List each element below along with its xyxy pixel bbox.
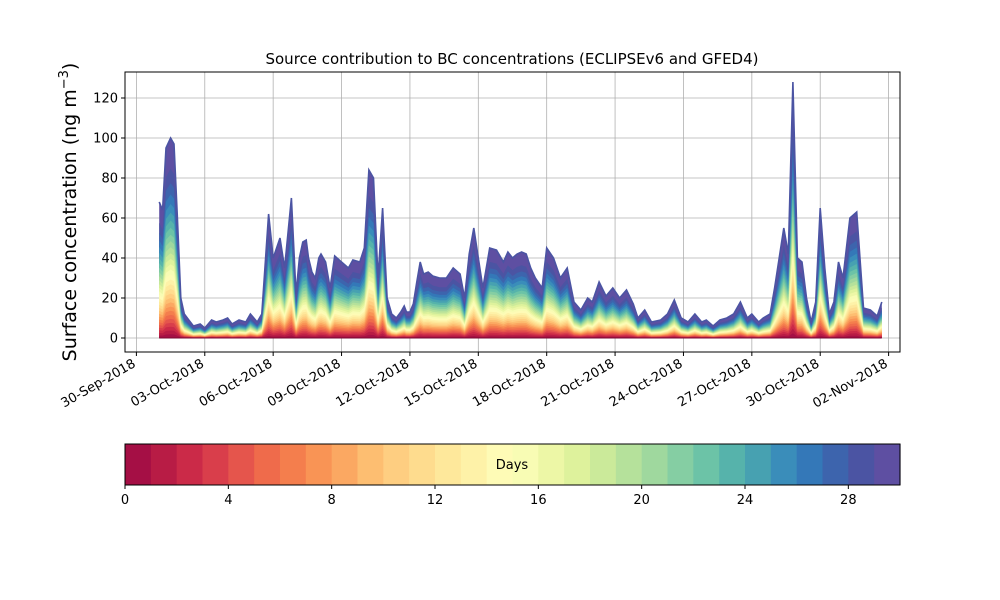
colorbar-swatch bbox=[512, 444, 539, 485]
colorbar-swatch bbox=[305, 444, 333, 485]
x-tick-label: 06-Oct-2018 bbox=[197, 356, 275, 410]
colorbar-swatch bbox=[796, 444, 824, 485]
colorbar-swatch bbox=[486, 444, 514, 485]
plot-frame bbox=[124, 71, 901, 353]
y-axis-label-main: Surface concentration (ng m bbox=[59, 89, 81, 361]
colorbar-tick-label: 24 bbox=[737, 493, 754, 508]
colorbar-swatch bbox=[331, 444, 359, 485]
age-band-area-4 bbox=[159, 313, 882, 338]
y-tick-label: 0 bbox=[110, 332, 118, 347]
x-tick-label: 09-Oct-2018 bbox=[265, 356, 343, 410]
colorbar-swatch bbox=[693, 444, 720, 485]
colorbar-axis: 0 4 8 12 16 20 24 28 bbox=[121, 485, 857, 508]
x-tick-label: 02-Nov-2018 bbox=[810, 356, 890, 411]
x-tick-label: 27-Oct-2018 bbox=[675, 356, 753, 410]
colorbar-swatch bbox=[176, 444, 204, 485]
colorbar-swatch bbox=[719, 444, 746, 485]
total-outline bbox=[158, 81, 883, 330]
colorbar-swatch bbox=[460, 444, 488, 485]
x-tick-label: 24-Oct-2018 bbox=[607, 356, 685, 410]
x-tick-label: 30-Oct-2018 bbox=[744, 356, 822, 410]
colorbar-swatch bbox=[435, 444, 462, 485]
colorbar-swatch bbox=[383, 444, 410, 485]
colorbar-tick-label: 20 bbox=[633, 493, 650, 508]
colorbar-frame bbox=[124, 443, 901, 486]
colorbar-swatch bbox=[254, 444, 281, 485]
colorbar-tick-label: 16 bbox=[530, 493, 547, 508]
y-axis-label-superscript: −3 bbox=[57, 70, 72, 89]
y-tick-label: 60 bbox=[101, 212, 118, 227]
colorbar-swatch bbox=[280, 444, 307, 485]
x-tick-label: 21-Oct-2018 bbox=[539, 356, 617, 410]
colorbar-swatch bbox=[641, 444, 669, 485]
colorbar-swatch bbox=[357, 444, 384, 485]
colorbar-swatch bbox=[538, 444, 565, 485]
colorbar-swatch bbox=[409, 444, 436, 485]
y-tick-label: 120 bbox=[93, 92, 118, 107]
colorbar-swatch bbox=[125, 444, 152, 485]
y-axis: 0 20 40 60 80 100 120 bbox=[93, 92, 125, 347]
colorbar-tick-label: 8 bbox=[328, 493, 336, 508]
colorbar-swatch bbox=[874, 444, 901, 485]
colorbar-tick-label: 12 bbox=[427, 493, 444, 508]
age-band-area-2 bbox=[159, 323, 882, 338]
colorbar-tick-label: 4 bbox=[224, 493, 232, 508]
colorbar-swatch bbox=[615, 444, 643, 485]
x-axis: 30-Sep-201803-Oct-201806-Oct-201809-Oct-… bbox=[59, 352, 891, 411]
x-tick-label: 15-Oct-2018 bbox=[402, 356, 480, 410]
x-tick-label: 12-Oct-2018 bbox=[334, 356, 412, 410]
chart-title: Source contribution to BC concentrations… bbox=[265, 50, 758, 68]
colorbar-swatch bbox=[745, 444, 772, 485]
colorbar-swatch bbox=[770, 444, 798, 485]
colorbar-tick-label: 0 bbox=[121, 493, 129, 508]
colorbar-swatch bbox=[564, 444, 591, 485]
age-band-area-0 bbox=[159, 333, 882, 338]
stacked-area-series bbox=[158, 81, 883, 339]
colorbar-swatch bbox=[822, 444, 849, 485]
y-axis-label-close: ) bbox=[59, 63, 81, 70]
x-tick-label: 03-Oct-2018 bbox=[128, 356, 206, 410]
colorbar-swatch bbox=[228, 444, 255, 485]
colorbar-label: Days bbox=[496, 458, 529, 473]
y-axis-label: Surface concentration (ng m−3) bbox=[57, 63, 81, 362]
colorbar-swatch bbox=[202, 444, 229, 485]
y-tick-label: 100 bbox=[93, 132, 118, 147]
colorbar-swatch bbox=[590, 444, 617, 485]
age-band-area-3 bbox=[159, 318, 882, 338]
y-tick-label: 40 bbox=[101, 252, 118, 267]
y-tick-label: 20 bbox=[101, 292, 118, 307]
colorbar-swatch bbox=[848, 444, 875, 485]
x-tick-label: 30-Sep-2018 bbox=[59, 356, 139, 411]
colorbar-swatch bbox=[667, 444, 694, 485]
y-tick-label: 80 bbox=[101, 172, 118, 187]
colorbar bbox=[125, 444, 901, 485]
x-tick-label: 18-Oct-2018 bbox=[470, 356, 548, 410]
colorbar-tick-label: 28 bbox=[840, 493, 857, 508]
age-band-area-1 bbox=[159, 328, 882, 338]
colorbar-swatch bbox=[150, 444, 178, 485]
